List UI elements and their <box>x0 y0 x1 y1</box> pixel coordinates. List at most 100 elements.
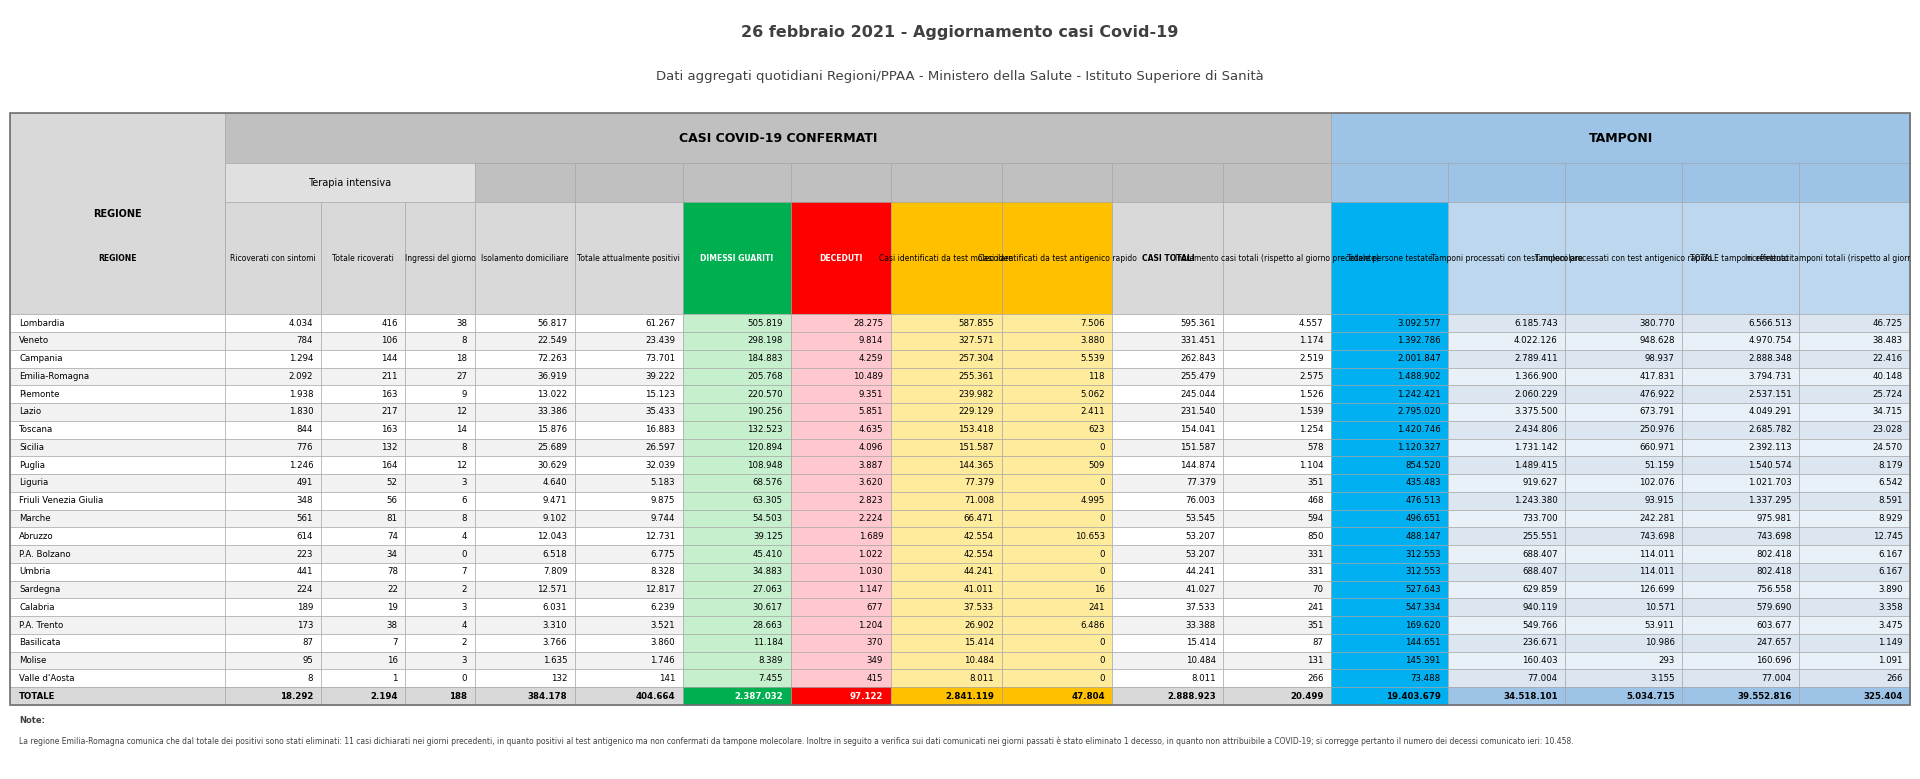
Text: 509: 509 <box>1089 460 1104 470</box>
Text: 8.591: 8.591 <box>1878 496 1903 506</box>
Text: 4.640: 4.640 <box>543 478 566 488</box>
Text: 13.022: 13.022 <box>538 390 566 399</box>
Text: Marche: Marche <box>19 514 50 523</box>
Bar <box>1223 421 1331 439</box>
Text: 1.120.327: 1.120.327 <box>1398 443 1440 452</box>
Bar <box>321 492 405 509</box>
Text: 266: 266 <box>1308 674 1323 683</box>
Bar <box>791 386 891 403</box>
Text: 3.092.577: 3.092.577 <box>1398 319 1440 328</box>
Text: 1.392.786: 1.392.786 <box>1398 337 1440 345</box>
Bar <box>1331 669 1448 687</box>
Text: 1.243.380: 1.243.380 <box>1515 496 1557 506</box>
Text: 1.420.746: 1.420.746 <box>1398 425 1440 434</box>
Bar <box>891 202 1002 314</box>
Text: 4: 4 <box>461 532 467 541</box>
Text: CASI COVID-19 CONFERMATI: CASI COVID-19 CONFERMATI <box>680 132 877 145</box>
Text: 33.386: 33.386 <box>538 407 566 417</box>
Text: DIMESSI GUARITI: DIMESSI GUARITI <box>701 253 774 263</box>
Bar <box>405 332 474 350</box>
Text: REGIONE: REGIONE <box>92 209 142 219</box>
Bar <box>1002 492 1112 509</box>
Text: 6.185.743: 6.185.743 <box>1515 319 1557 328</box>
Bar <box>10 202 225 314</box>
Bar <box>1002 386 1112 403</box>
Bar <box>1799 350 1910 368</box>
Bar <box>1002 527 1112 545</box>
Bar <box>1112 314 1223 332</box>
Text: 126.699: 126.699 <box>1640 585 1674 594</box>
Text: 257.304: 257.304 <box>958 354 995 363</box>
Bar <box>1448 474 1565 492</box>
Bar <box>321 598 405 616</box>
Text: 144.874: 144.874 <box>1181 460 1215 470</box>
Text: 72.263: 72.263 <box>538 354 566 363</box>
Text: 223: 223 <box>298 549 313 559</box>
Text: Sicilia: Sicilia <box>19 443 44 452</box>
Text: 77.379: 77.379 <box>1187 478 1215 488</box>
Text: 51.159: 51.159 <box>1645 460 1674 470</box>
Bar <box>405 421 474 439</box>
Bar <box>1112 164 1223 202</box>
Bar <box>225 634 321 652</box>
Bar <box>1799 527 1910 545</box>
Bar <box>1565 314 1682 332</box>
Text: 743.698: 743.698 <box>1757 532 1791 541</box>
Bar <box>1682 164 1799 202</box>
Bar <box>1565 456 1682 474</box>
Bar <box>321 456 405 474</box>
Text: 53.207: 53.207 <box>1187 532 1215 541</box>
Bar <box>321 439 405 456</box>
Bar <box>684 439 791 456</box>
Text: Campania: Campania <box>19 354 63 363</box>
Text: 34.518.101: 34.518.101 <box>1503 692 1557 700</box>
Text: Veneto: Veneto <box>19 337 50 345</box>
Text: 42.554: 42.554 <box>964 549 995 559</box>
Bar <box>474 563 574 580</box>
Bar <box>1112 527 1223 545</box>
Text: 6.542: 6.542 <box>1878 478 1903 488</box>
Text: 163: 163 <box>382 390 397 399</box>
Bar <box>1682 474 1799 492</box>
Text: 37.533: 37.533 <box>964 603 995 612</box>
Text: 33.388: 33.388 <box>1187 621 1215 629</box>
Text: 688.407: 688.407 <box>1523 549 1557 559</box>
Text: 1.746: 1.746 <box>651 656 676 665</box>
Text: 34.715: 34.715 <box>1872 407 1903 417</box>
Bar <box>891 332 1002 350</box>
Text: 70: 70 <box>1313 585 1323 594</box>
Text: 144.651: 144.651 <box>1405 638 1440 647</box>
Text: 184.883: 184.883 <box>747 354 783 363</box>
Bar <box>405 598 474 616</box>
Bar <box>10 492 225 509</box>
Bar <box>891 509 1002 527</box>
Bar <box>574 492 684 509</box>
Bar <box>1223 314 1331 332</box>
Text: 53.911: 53.911 <box>1645 621 1674 629</box>
Bar <box>1799 492 1910 509</box>
Text: 2.841.119: 2.841.119 <box>945 692 995 700</box>
Bar <box>574 202 684 314</box>
Text: 114.011: 114.011 <box>1640 567 1674 576</box>
Text: 1.366.900: 1.366.900 <box>1515 372 1557 381</box>
Text: 151.587: 151.587 <box>1181 443 1215 452</box>
Bar <box>1565 545 1682 563</box>
Text: 733.700: 733.700 <box>1523 514 1557 523</box>
Bar <box>574 350 684 368</box>
Bar <box>1799 456 1910 474</box>
Bar <box>1223 350 1331 368</box>
Bar <box>10 403 225 421</box>
Text: 27.063: 27.063 <box>753 585 783 594</box>
Text: 19.403.679: 19.403.679 <box>1386 692 1440 700</box>
Text: 603.677: 603.677 <box>1757 621 1791 629</box>
Bar <box>1002 616 1112 634</box>
Text: 1.254: 1.254 <box>1300 425 1323 434</box>
Text: 14: 14 <box>457 425 467 434</box>
Text: 35.433: 35.433 <box>645 407 676 417</box>
Bar <box>474 527 574 545</box>
Text: 38.483: 38.483 <box>1872 337 1903 345</box>
Text: 164: 164 <box>382 460 397 470</box>
Text: Casi identificati da test antigenico rapido: Casi identificati da test antigenico rap… <box>977 253 1137 263</box>
Text: 242.281: 242.281 <box>1640 514 1674 523</box>
Text: 87: 87 <box>301 638 313 647</box>
